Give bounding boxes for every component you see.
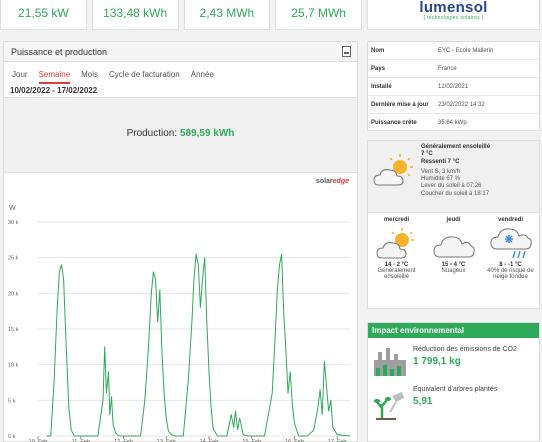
- co2-value: 1 799,1 kg: [413, 356, 461, 367]
- weather-wind: Vent S, 3 km/h: [421, 168, 461, 175]
- x-tick-label: 16. Feb: [285, 439, 304, 442]
- weather-sunset: Coucher du soleil à 18:17: [421, 190, 490, 197]
- info-row-pays: Pays France: [368, 60, 539, 78]
- kpi-current-power: 21,55 kW: [0, 0, 87, 30]
- forecast-day-name: mercredi: [383, 217, 410, 223]
- info-key: Nom: [371, 47, 385, 54]
- company-logo: lumensol { technologies solaires }: [367, 0, 540, 30]
- info-key: Puissance crête: [371, 120, 417, 126]
- weather-felt: Ressenti 7 °C: [421, 158, 460, 165]
- export-pdf-icon[interactable]: [342, 46, 351, 57]
- tab-semaine[interactable]: Semaine: [38, 70, 71, 84]
- info-value: 23/02/2022 14:32: [438, 101, 485, 108]
- tab-cycle-facturation[interactable]: Cycle de facturation: [109, 70, 180, 79]
- forecast-temps: 15 - 4 °C: [441, 262, 466, 268]
- co2-reduction: Réduction des émissions de CO2 1 799,1 k…: [368, 338, 539, 384]
- forecast-day: mercredi 14 - 2 °C Généralement ensoleil…: [368, 213, 425, 280]
- forecast-desc: Nuageux: [441, 268, 466, 274]
- kpi-energy-today: 133,48 kWh: [91, 0, 179, 30]
- x-tick-label: 11. Feb: [72, 439, 90, 442]
- weather-sunrise: Lever du soleil à 07:26: [421, 183, 482, 190]
- forecast-day-name: jeudi: [446, 217, 461, 223]
- info-key: Dernière mise à jour: [371, 101, 429, 108]
- production-value: 589,59 kWh: [179, 128, 235, 139]
- co2-label: Réduction des émissions de CO2: [413, 346, 517, 353]
- cloud-icon: [432, 236, 475, 258]
- brand-edge: edge: [332, 178, 349, 185]
- x-tick-label: 13. Feb: [157, 439, 176, 442]
- series-line: [46, 253, 351, 437]
- x-tick-label: 15. Feb: [242, 439, 261, 442]
- info-row-nom: Nom EYC - Ecole Mallerin: [368, 42, 539, 60]
- info-key: Pays: [371, 65, 386, 72]
- logo-tagline: { technologies solaires }: [423, 15, 484, 21]
- production-label: Production:: [126, 128, 178, 139]
- solaredge-logo: solaredge: [316, 178, 349, 185]
- panel-title: Puissance et production: [11, 47, 108, 57]
- info-row-installe: Installé 12/02/2021: [368, 78, 539, 96]
- weather-widget: Généralement ensoleillé 7 °C Ressenti 7 …: [367, 140, 540, 309]
- tab-jour[interactable]: Jour: [12, 70, 28, 79]
- brand-solar: solar: [315, 178, 333, 185]
- tab-mois[interactable]: Mois: [81, 70, 99, 79]
- power-chart: W 0 k 5 k 10 k 15 k 20 k 25 k 30 k 10. Feb 11. Fe…: [8, 205, 351, 442]
- kpi-energy-lifetime: 25,7 MWh: [275, 0, 362, 30]
- factory-icon: [374, 348, 406, 376]
- partly-sunny-icon: [373, 154, 413, 186]
- forecast-day: vendredi 8 - -1 °C 40% de risque de neig…: [482, 213, 539, 280]
- x-tick-label: 14. Feb: [200, 439, 219, 442]
- weather-forecast: mercredi 14 - 2 °C Généralement ensoleil…: [368, 213, 539, 280]
- forecast-temps: 8 - -1 °C: [499, 262, 522, 268]
- panel-header: Puissance et production: [4, 42, 357, 62]
- forecast-temps: 14 - 2 °C: [384, 262, 409, 268]
- trees-label: Equivalent d'arbres plantés: [413, 386, 498, 393]
- sleet-icon: [489, 228, 532, 259]
- environmental-impact: Impact environnemental Réduction des émi…: [367, 322, 540, 442]
- period-tabs: Jour Semaine Mois Cycle de facturation A…: [4, 62, 357, 84]
- logo-name: lumensol: [419, 0, 488, 16]
- weather-now: Généralement ensoleillé 7 °C Ressenti 7 …: [368, 141, 539, 213]
- info-value: France: [438, 65, 457, 72]
- info-value: 35.64 kWp: [438, 120, 467, 126]
- x-tick-label: 12. Feb: [114, 439, 133, 442]
- y-axis-label: W: [9, 205, 16, 212]
- env-title: Impact environnemental: [368, 323, 539, 338]
- info-value: EYC - Ecole Mallerin: [438, 47, 494, 54]
- y-tick-label: 5 k: [8, 398, 16, 404]
- info-row-puissance-crete: Puissance crête 35.64 kWp: [368, 114, 539, 132]
- y-tick-label: 30 k: [8, 220, 19, 226]
- weather-humidity: Humidité 67 %: [421, 176, 461, 183]
- weather-now-text: Généralement ensoleillé 7 °C Ressenti 7 …: [421, 144, 490, 198]
- y-tick-label: 10 k: [8, 363, 19, 369]
- power-production-panel: Puissance et production Jour Semaine Moi…: [3, 41, 358, 442]
- y-tick-label: 20 k: [8, 291, 19, 297]
- y-tick-label: 25 k: [8, 256, 19, 262]
- production-summary: Production: 589,59 kWh: [4, 98, 357, 173]
- info-key: Installé: [371, 83, 392, 90]
- forecast-desc: Généralement ensoleillé: [377, 268, 416, 280]
- forecast-desc: 40% de risque de neige fondue: [487, 268, 534, 280]
- trees-value: 5,91: [413, 396, 433, 407]
- weather-summary: Généralement ensoleillé: [421, 144, 491, 150]
- partly-sunny-icon: [375, 228, 414, 259]
- info-row-derniere-maj: Dernière mise à jour 23/02/2022 14:32: [368, 96, 539, 114]
- info-value: 12/02/2021: [438, 83, 469, 90]
- weather-temp: 7 °C: [421, 151, 433, 158]
- y-tick-label: 0 k: [8, 434, 16, 440]
- trees-planted: Equivalent d'arbres plantés 5,91: [368, 384, 539, 430]
- kpi-energy-month: 2,43 MWh: [183, 0, 271, 30]
- x-tick-label: 17. Feb: [328, 439, 347, 442]
- forecast-day: jeudi 15 - 4 °C Nuageux: [425, 213, 482, 280]
- kpi-strip: 21,55 kW 133,48 kWh 2,43 MWh 25,7 MWh: [0, 0, 362, 30]
- x-tick-label: 10. Feb: [29, 439, 48, 442]
- tab-annee[interactable]: Année: [190, 70, 214, 79]
- tree-planting-icon: [374, 392, 404, 420]
- date-range: 10/02/2022 - 17/02/2022: [4, 84, 357, 98]
- site-info-table: Nom EYC - Ecole Mallerin Pays France Insta…: [367, 41, 540, 131]
- y-tick-label: 15 k: [8, 327, 19, 333]
- forecast-day-name: vendredi: [497, 217, 523, 223]
